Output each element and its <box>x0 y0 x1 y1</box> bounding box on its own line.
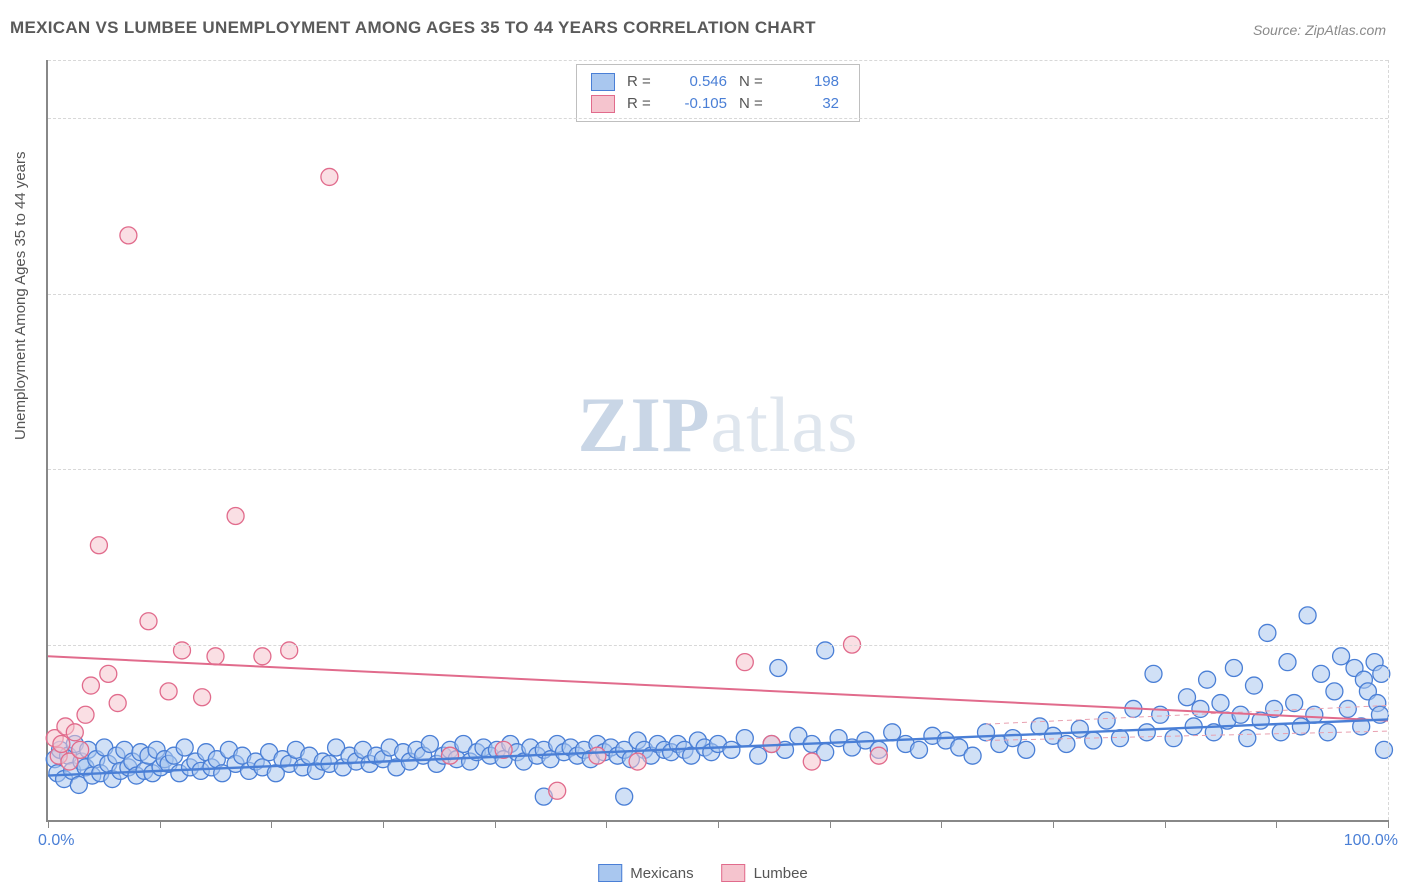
gridline <box>1388 60 1389 820</box>
data-point <box>254 648 271 665</box>
gridline <box>48 60 1388 61</box>
data-point <box>1272 724 1289 741</box>
data-point <box>53 736 70 753</box>
x-tick <box>495 820 496 828</box>
data-point <box>77 706 94 723</box>
data-point <box>120 227 137 244</box>
data-point <box>1339 700 1356 717</box>
data-point <box>1326 683 1343 700</box>
data-point <box>736 730 753 747</box>
x-tick <box>941 820 942 828</box>
data-point <box>1279 654 1296 671</box>
data-point <box>884 724 901 741</box>
data-point <box>1313 665 1330 682</box>
data-point <box>616 788 633 805</box>
x-tick <box>1388 820 1389 828</box>
data-point <box>207 648 224 665</box>
x-tick <box>830 820 831 828</box>
x-tick <box>606 820 607 828</box>
data-point <box>421 736 438 753</box>
x-min-label: 0.0% <box>38 832 74 850</box>
data-point <box>140 613 157 630</box>
data-point <box>1018 741 1035 758</box>
data-point <box>1246 677 1263 694</box>
data-point <box>1112 730 1129 747</box>
data-point <box>978 724 995 741</box>
data-point <box>1085 732 1102 749</box>
source-attribution: Source: ZipAtlas.com <box>1253 22 1386 38</box>
data-point <box>194 689 211 706</box>
data-point <box>1004 730 1021 747</box>
x-tick <box>1165 820 1166 828</box>
data-point <box>1299 607 1316 624</box>
legend-item-mexicans: Mexicans <box>598 864 693 882</box>
data-point <box>629 753 646 770</box>
data-point <box>100 665 117 682</box>
regression-line <box>48 719 1388 775</box>
plot-area: ZIPatlas R =0.546 N =198 R =-0.105 N =32… <box>46 60 1388 822</box>
data-point <box>442 747 459 764</box>
data-point <box>1292 718 1309 735</box>
data-point <box>911 741 928 758</box>
data-point <box>1138 724 1155 741</box>
data-point <box>964 747 981 764</box>
data-point <box>1259 624 1276 641</box>
data-point <box>1098 712 1115 729</box>
data-point <box>1058 736 1075 753</box>
data-point <box>1333 648 1350 665</box>
data-point <box>1199 671 1216 688</box>
data-point <box>549 782 566 799</box>
x-max-label: 100.0% <box>1344 832 1398 850</box>
data-point <box>803 753 820 770</box>
data-point <box>72 741 89 758</box>
data-point <box>723 741 740 758</box>
data-point <box>66 724 83 741</box>
data-point <box>750 747 767 764</box>
scatter-svg <box>48 60 1388 820</box>
chart-title: MEXICAN VS LUMBEE UNEMPLOYMENT AMONG AGE… <box>10 18 816 38</box>
data-point <box>1165 730 1182 747</box>
data-point <box>1145 665 1162 682</box>
data-point <box>82 677 99 694</box>
x-tick <box>160 820 161 828</box>
gridline <box>48 118 1388 119</box>
data-point <box>1375 741 1392 758</box>
x-tick <box>383 820 384 828</box>
gridline <box>48 294 1388 295</box>
series-legend: Mexicans Lumbee <box>598 864 808 882</box>
data-point <box>770 660 787 677</box>
swatch-mexicans-icon <box>598 864 622 882</box>
data-point <box>109 695 126 712</box>
data-point <box>1179 689 1196 706</box>
data-point <box>589 747 606 764</box>
legend-item-lumbee: Lumbee <box>722 864 808 882</box>
x-tick <box>1053 820 1054 828</box>
x-tick <box>1276 820 1277 828</box>
data-point <box>1239 730 1256 747</box>
x-tick <box>271 820 272 828</box>
data-point <box>1071 720 1088 737</box>
data-point <box>736 654 753 671</box>
gridline <box>48 469 1388 470</box>
data-point <box>160 683 177 700</box>
swatch-lumbee-icon <box>722 864 746 882</box>
data-point <box>321 168 338 185</box>
data-point <box>176 739 193 756</box>
x-tick <box>718 820 719 828</box>
data-point <box>1212 695 1229 712</box>
x-tick <box>48 820 49 828</box>
data-point <box>1225 660 1242 677</box>
data-point <box>227 508 244 525</box>
data-point <box>1286 695 1303 712</box>
y-axis-title: Unemployment Among Ages 35 to 44 years <box>12 151 29 440</box>
data-point <box>90 537 107 554</box>
gridline <box>48 645 1388 646</box>
data-point <box>870 747 887 764</box>
